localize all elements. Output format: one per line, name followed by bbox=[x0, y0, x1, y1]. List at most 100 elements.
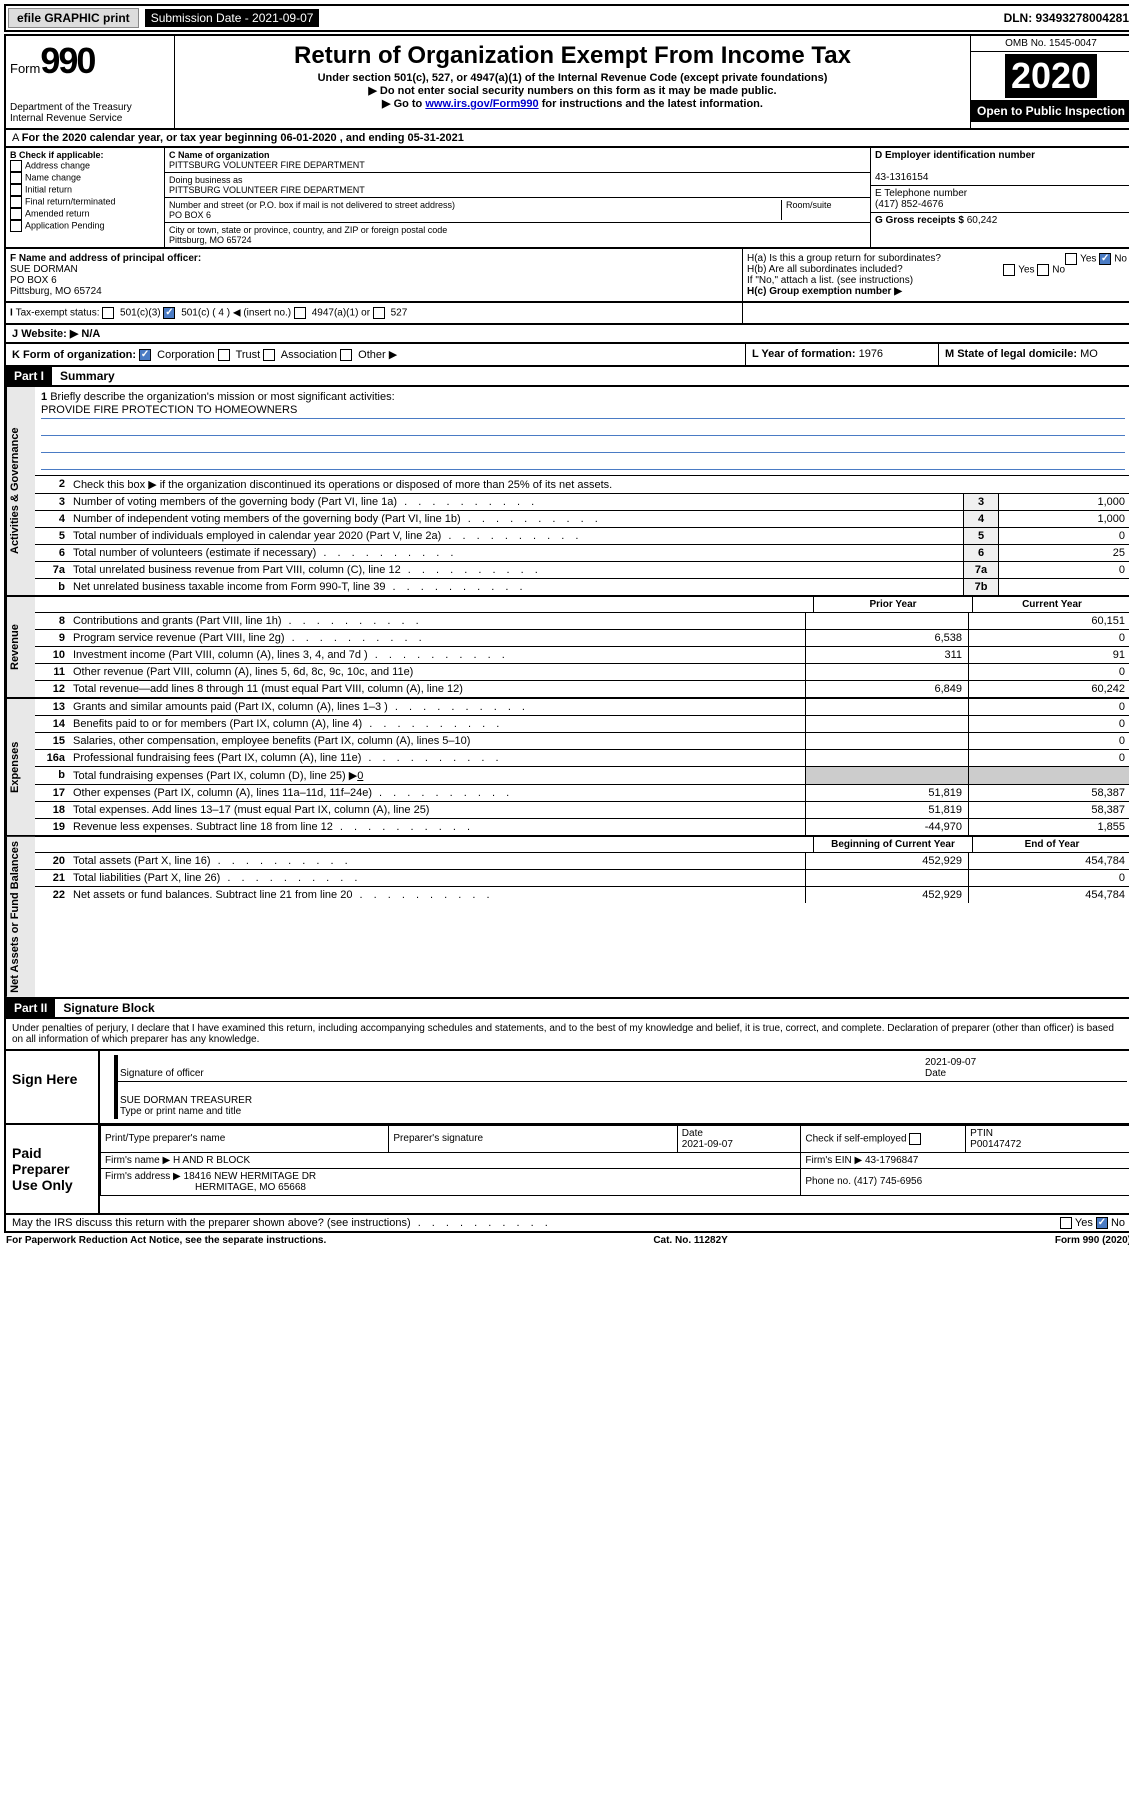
p22: 452,929 bbox=[805, 887, 968, 903]
l6: Total number of volunteers (estimate if … bbox=[69, 545, 963, 561]
l9: Program service revenue (Part VIII, line… bbox=[69, 630, 805, 646]
hb-no[interactable] bbox=[1037, 264, 1049, 276]
firm-addr2: HERMITAGE, MO 65668 bbox=[195, 1182, 306, 1193]
cb-self-emp[interactable] bbox=[909, 1133, 921, 1145]
p12: 6,849 bbox=[805, 681, 968, 697]
section-fh: F Name and address of principal officer:… bbox=[4, 249, 1129, 303]
part1-bar: Part I Summary bbox=[4, 367, 1129, 387]
v3: 1,000 bbox=[998, 494, 1129, 510]
yes1: Yes bbox=[1080, 254, 1096, 265]
officer-addr2: Pittsburg, MO 65724 bbox=[10, 286, 102, 297]
cb-assoc[interactable] bbox=[263, 349, 275, 361]
officer-name: SUE DORMAN bbox=[10, 264, 78, 275]
section-klm: K Form of organization: ✓ Corporation Tr… bbox=[4, 344, 1129, 367]
pra-notice: For Paperwork Reduction Act Notice, see … bbox=[6, 1235, 326, 1246]
open-public: Open to Public Inspection bbox=[971, 100, 1129, 122]
l13: Grants and similar amounts paid (Part IX… bbox=[69, 699, 805, 715]
officer-addr1: PO BOX 6 bbox=[10, 275, 57, 286]
discuss-text: May the IRS discuss this return with the… bbox=[12, 1217, 552, 1229]
part2-title: Signature Block bbox=[55, 999, 162, 1017]
header-left: Form990 Department of the Treasury Inter… bbox=[6, 36, 175, 128]
l8: Contributions and grants (Part VIII, lin… bbox=[69, 613, 805, 629]
page-footer: For Paperwork Reduction Act Notice, see … bbox=[4, 1233, 1129, 1248]
cb-trust[interactable] bbox=[218, 349, 230, 361]
section-a: A For the 2020 calendar year, or tax yea… bbox=[4, 130, 1129, 148]
tax-status-label: Tax-exempt status: bbox=[16, 308, 100, 319]
cb-pending[interactable] bbox=[10, 220, 22, 232]
cb-address[interactable] bbox=[10, 160, 22, 172]
l10: Investment income (Part VIII, column (A)… bbox=[69, 647, 805, 663]
v4: 1,000 bbox=[998, 511, 1129, 527]
l12: Total revenue—add lines 8 through 11 (mu… bbox=[69, 681, 805, 697]
phone: (417) 745-6956 bbox=[854, 1176, 922, 1187]
cat-no: Cat. No. 11282Y bbox=[653, 1235, 727, 1246]
vtab-expenses: Expenses bbox=[6, 699, 35, 835]
o-527: 527 bbox=[391, 308, 408, 319]
cb-527[interactable] bbox=[373, 307, 385, 319]
hb-label: H(b) Are all subordinates included? bbox=[747, 264, 903, 275]
p21 bbox=[805, 870, 968, 886]
pp-check: Check if self-employed bbox=[805, 1134, 906, 1145]
c20: 454,784 bbox=[968, 853, 1129, 869]
mission-text: PROVIDE FIRE PROTECTION TO HOMEOWNERS bbox=[41, 404, 1125, 419]
current-hdr: Current Year bbox=[972, 597, 1129, 612]
irs: Internal Revenue Service bbox=[10, 113, 170, 124]
form-ref: Form 990 (2020) bbox=[1055, 1235, 1129, 1246]
part2-bar: Part II Signature Block bbox=[4, 999, 1129, 1019]
header-right: OMB No. 1545-0047 2020 Open to Public In… bbox=[970, 36, 1129, 128]
p13 bbox=[805, 699, 968, 715]
no1: No bbox=[1114, 254, 1127, 265]
k-trust: Trust bbox=[236, 349, 261, 361]
cb-501c3[interactable] bbox=[102, 307, 114, 319]
c12: 60,242 bbox=[968, 681, 1129, 697]
ha-yes[interactable] bbox=[1065, 253, 1077, 265]
l2: Check this box ▶ if the organization dis… bbox=[69, 476, 1129, 493]
section-d: D Employer identification number 43-1316… bbox=[870, 148, 1129, 247]
c13: 0 bbox=[968, 699, 1129, 715]
cb-corp[interactable]: ✓ bbox=[139, 349, 151, 361]
discuss-yes[interactable] bbox=[1060, 1217, 1072, 1229]
telephone: (417) 852-4676 bbox=[875, 199, 943, 210]
section-c: C Name of organization PITTSBURG VOLUNTE… bbox=[165, 148, 870, 247]
expenses-section: Expenses 13Grants and similar amounts pa… bbox=[4, 699, 1129, 837]
section-b: B Check if applicable: Address change Na… bbox=[6, 148, 165, 247]
cb-name[interactable] bbox=[10, 172, 22, 184]
cb-4947[interactable] bbox=[294, 307, 306, 319]
cb-501c[interactable]: ✓ bbox=[163, 307, 175, 319]
sign-here-row: Sign Here Signature of officer 2021-09-0… bbox=[4, 1051, 1129, 1125]
cb-final[interactable] bbox=[10, 196, 22, 208]
submission-date: Submission Date - 2021-09-07 bbox=[145, 9, 320, 27]
sign-here-label: Sign Here bbox=[6, 1051, 98, 1123]
l15: Salaries, other compensation, employee b… bbox=[69, 733, 805, 749]
form-label: Form bbox=[10, 61, 40, 76]
p17: 51,819 bbox=[805, 785, 968, 801]
p14 bbox=[805, 716, 968, 732]
revenue-section: Revenue Prior YearCurrent Year 8Contribu… bbox=[4, 597, 1129, 699]
k-other: Other ▶ bbox=[358, 349, 397, 361]
section-i: I Tax-exempt status: 501(c)(3) ✓ 501(c) … bbox=[4, 303, 1129, 325]
cb-amended[interactable] bbox=[10, 208, 22, 220]
ptin: P00147472 bbox=[970, 1139, 1021, 1150]
l11: Other revenue (Part VIII, column (A), li… bbox=[69, 664, 805, 680]
paid-preparer-label: Paid Preparer Use Only bbox=[6, 1125, 98, 1213]
p19: -44,970 bbox=[805, 819, 968, 835]
net-assets-section: Net Assets or Fund Balances Beginning of… bbox=[4, 837, 1129, 999]
part1-title: Summary bbox=[52, 367, 123, 385]
pp-sig-label: Preparer's signature bbox=[393, 1133, 483, 1144]
irs-link[interactable]: www.irs.gov/Form990 bbox=[425, 98, 538, 110]
efile-button[interactable]: efile GRAPHIC print bbox=[8, 8, 139, 28]
prior-hdr: Prior Year bbox=[813, 597, 972, 612]
cb-other[interactable] bbox=[340, 349, 352, 361]
ha-no[interactable]: ✓ bbox=[1099, 253, 1111, 265]
ein: 43-1316154 bbox=[875, 172, 928, 183]
part2-header: Part II bbox=[6, 999, 55, 1017]
discuss-no[interactable]: ✓ bbox=[1096, 1217, 1108, 1229]
hb-yes[interactable] bbox=[1003, 264, 1015, 276]
l18: Total expenses. Add lines 13–17 (must eq… bbox=[69, 802, 805, 818]
cb-initial[interactable] bbox=[10, 184, 22, 196]
domicile: MO bbox=[1080, 348, 1098, 360]
website: N/A bbox=[81, 328, 100, 340]
m-label: M State of legal domicile: bbox=[945, 348, 1077, 360]
p20: 452,929 bbox=[805, 853, 968, 869]
l4: Number of independent voting members of … bbox=[69, 511, 963, 527]
